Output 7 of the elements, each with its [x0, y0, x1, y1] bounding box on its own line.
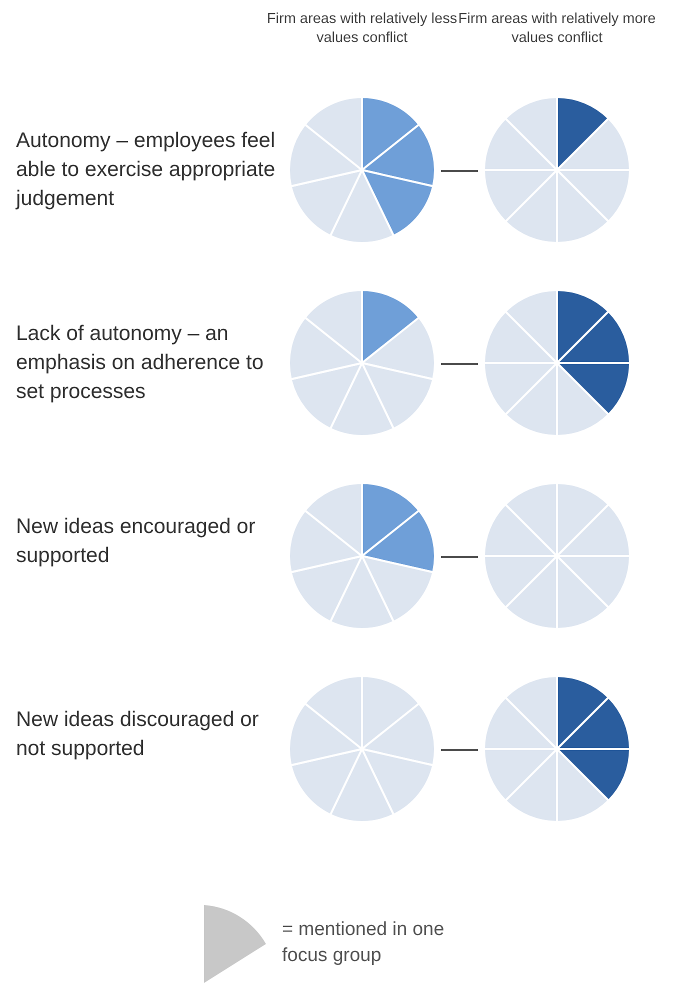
text: Autonomy – employees feel able to exercise appropriate judgement [16, 128, 276, 212]
chart-subtitle: Firm areas with relatively less values conflict [266, 11, 458, 46]
text: Lack of autonomy – an emphasis on adherence to set processes [16, 321, 264, 405]
text: New ideas encouraged or supported [16, 514, 256, 569]
text: = mentioned in one focus group [282, 918, 446, 968]
text: New ideas discouraged or not supported [16, 707, 260, 762]
chart-subtitle: Firm areas with relatively more values conflict [458, 11, 656, 46]
